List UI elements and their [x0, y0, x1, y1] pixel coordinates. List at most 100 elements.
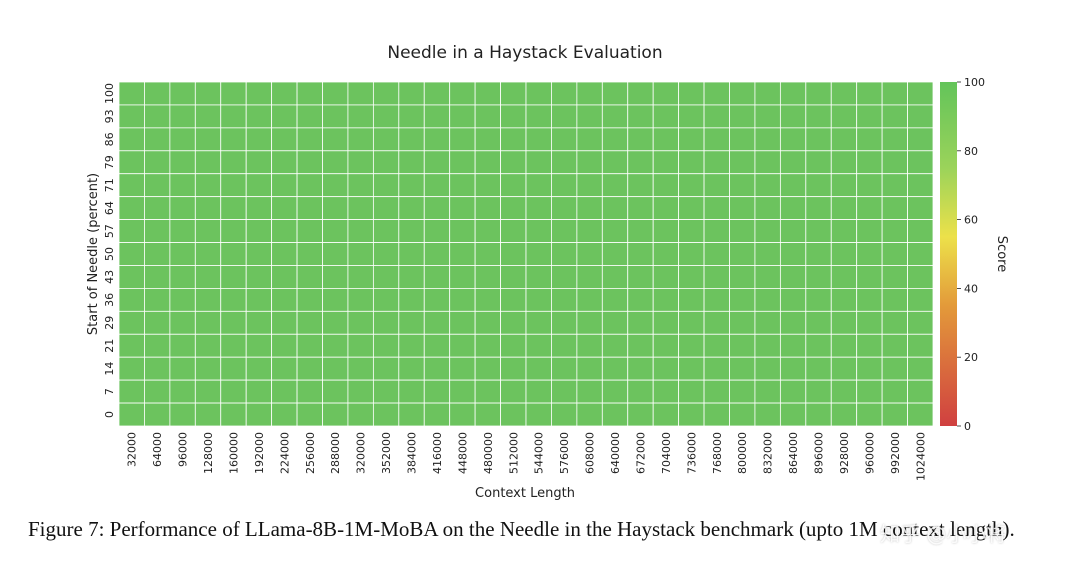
- heatmap-cell: [449, 333, 476, 358]
- x-tick-label: 704000: [660, 432, 673, 474]
- heatmap-cell: [500, 219, 527, 243]
- heatmap-cell: [169, 219, 196, 243]
- heatmap-cell: [398, 265, 425, 289]
- heatmap-cell: [474, 265, 501, 289]
- heatmap-cell: [271, 219, 298, 243]
- heatmap-cell: [372, 173, 400, 198]
- heatmap-cell: [881, 356, 908, 381]
- heatmap-cell: [474, 173, 501, 198]
- x-tick-label: 128000: [202, 432, 215, 474]
- heatmap-cell: [322, 242, 349, 266]
- heatmap-cell: [779, 81, 807, 106]
- colorbar-tick-label: 80: [964, 145, 978, 158]
- heatmap-cell: [474, 242, 501, 266]
- heatmap-cell: [678, 196, 705, 221]
- heatmap-cell: [398, 333, 425, 358]
- heatmap-cell: [703, 242, 730, 266]
- heatmap-cell: [347, 402, 374, 427]
- heatmap-cell: [754, 196, 781, 221]
- heatmap-cell: [449, 81, 476, 106]
- heatmap-cell: [627, 310, 654, 335]
- heatmap-cell: [322, 333, 349, 358]
- x-tick-label: 480000: [482, 432, 495, 474]
- y-tick-label: 57: [103, 224, 116, 238]
- heatmap-cell: [220, 219, 247, 243]
- heatmap-cell: [729, 402, 756, 427]
- heatmap-cell: [296, 310, 323, 335]
- colorbar-label: Score: [994, 236, 1009, 272]
- heatmap-cell: [322, 379, 349, 404]
- heatmap-cell: [449, 173, 476, 198]
- heatmap-cell: [652, 333, 680, 358]
- heatmap-cell: [551, 379, 578, 404]
- heatmap-cell: [296, 150, 323, 175]
- heatmap-cell: [754, 219, 781, 243]
- heatmap-cell: [296, 196, 323, 221]
- heatmap-cell: [271, 150, 298, 175]
- heatmap-cell: [118, 219, 145, 243]
- heatmap-cell: [551, 150, 578, 175]
- heatmap-cell: [449, 219, 476, 243]
- heatmap-cell: [398, 104, 425, 129]
- heatmap-cell: [907, 242, 934, 266]
- heatmap-cell: [678, 287, 705, 312]
- heatmap-cell: [856, 402, 883, 427]
- heatmap-cell: [805, 150, 832, 175]
- heatmap-cell: [220, 81, 247, 106]
- heatmap-cell: [678, 333, 705, 358]
- heatmap-cell: [423, 333, 451, 358]
- heatmap-cell: [398, 287, 425, 312]
- heatmap-cell: [805, 81, 832, 106]
- heatmap-cell: [525, 104, 552, 129]
- heatmap-cell: [881, 219, 908, 243]
- heatmap-cell: [551, 104, 578, 129]
- heatmap-cell: [194, 265, 222, 289]
- heatmap-cell: [652, 265, 680, 289]
- heatmap-cell: [652, 127, 680, 152]
- heatmap-cell: [423, 104, 451, 129]
- heatmap-cell: [398, 173, 425, 198]
- heatmap-cell: [830, 150, 858, 175]
- heatmap-cell: [194, 287, 222, 312]
- heatmap-cell: [729, 356, 756, 381]
- heatmap-cell: [856, 379, 883, 404]
- heatmap-cell: [220, 265, 247, 289]
- heatmap-cell: [881, 310, 908, 335]
- y-tick-label: 36: [103, 293, 116, 307]
- heatmap-cell: [271, 127, 298, 152]
- heatmap-cell: [907, 287, 934, 312]
- x-tick-label: 640000: [609, 432, 622, 474]
- heatmap-cell: [398, 310, 425, 335]
- heatmap-cell: [169, 265, 196, 289]
- heatmap-cell: [754, 150, 781, 175]
- heatmap-cell: [423, 379, 451, 404]
- heatmap-cell: [805, 356, 832, 381]
- y-tick-label: 64: [103, 201, 116, 215]
- y-tick-label: 21: [103, 339, 116, 353]
- x-tick-label: 288000: [329, 432, 342, 474]
- heatmap-cell: [551, 196, 578, 221]
- heatmap-cell: [652, 310, 680, 335]
- heatmap-cell: [652, 287, 680, 312]
- heatmap-cell: [576, 150, 603, 175]
- heatmap-cell: [678, 81, 705, 106]
- heatmap-cell: [449, 356, 476, 381]
- heatmap-cell: [118, 333, 145, 358]
- heatmap-cell: [601, 81, 629, 106]
- heatmap-cell: [856, 127, 883, 152]
- heatmap-cell: [271, 173, 298, 198]
- heatmap-cell: [500, 242, 527, 266]
- heatmap-cell: [169, 81, 196, 106]
- x-tick-label: 608000: [584, 432, 597, 474]
- heatmap-cell: [474, 402, 501, 427]
- heatmap-cell: [474, 287, 501, 312]
- heatmap-cell: [805, 310, 832, 335]
- heatmap-cell: [525, 310, 552, 335]
- heatmap-cell: [754, 379, 781, 404]
- colorbar-tick-label: 40: [964, 282, 978, 295]
- heatmap-cell: [779, 196, 807, 221]
- heatmap-cell: [220, 287, 247, 312]
- heatmap-cell: [347, 356, 374, 381]
- heatmap-cell: [271, 81, 298, 106]
- heatmap-cell: [754, 242, 781, 266]
